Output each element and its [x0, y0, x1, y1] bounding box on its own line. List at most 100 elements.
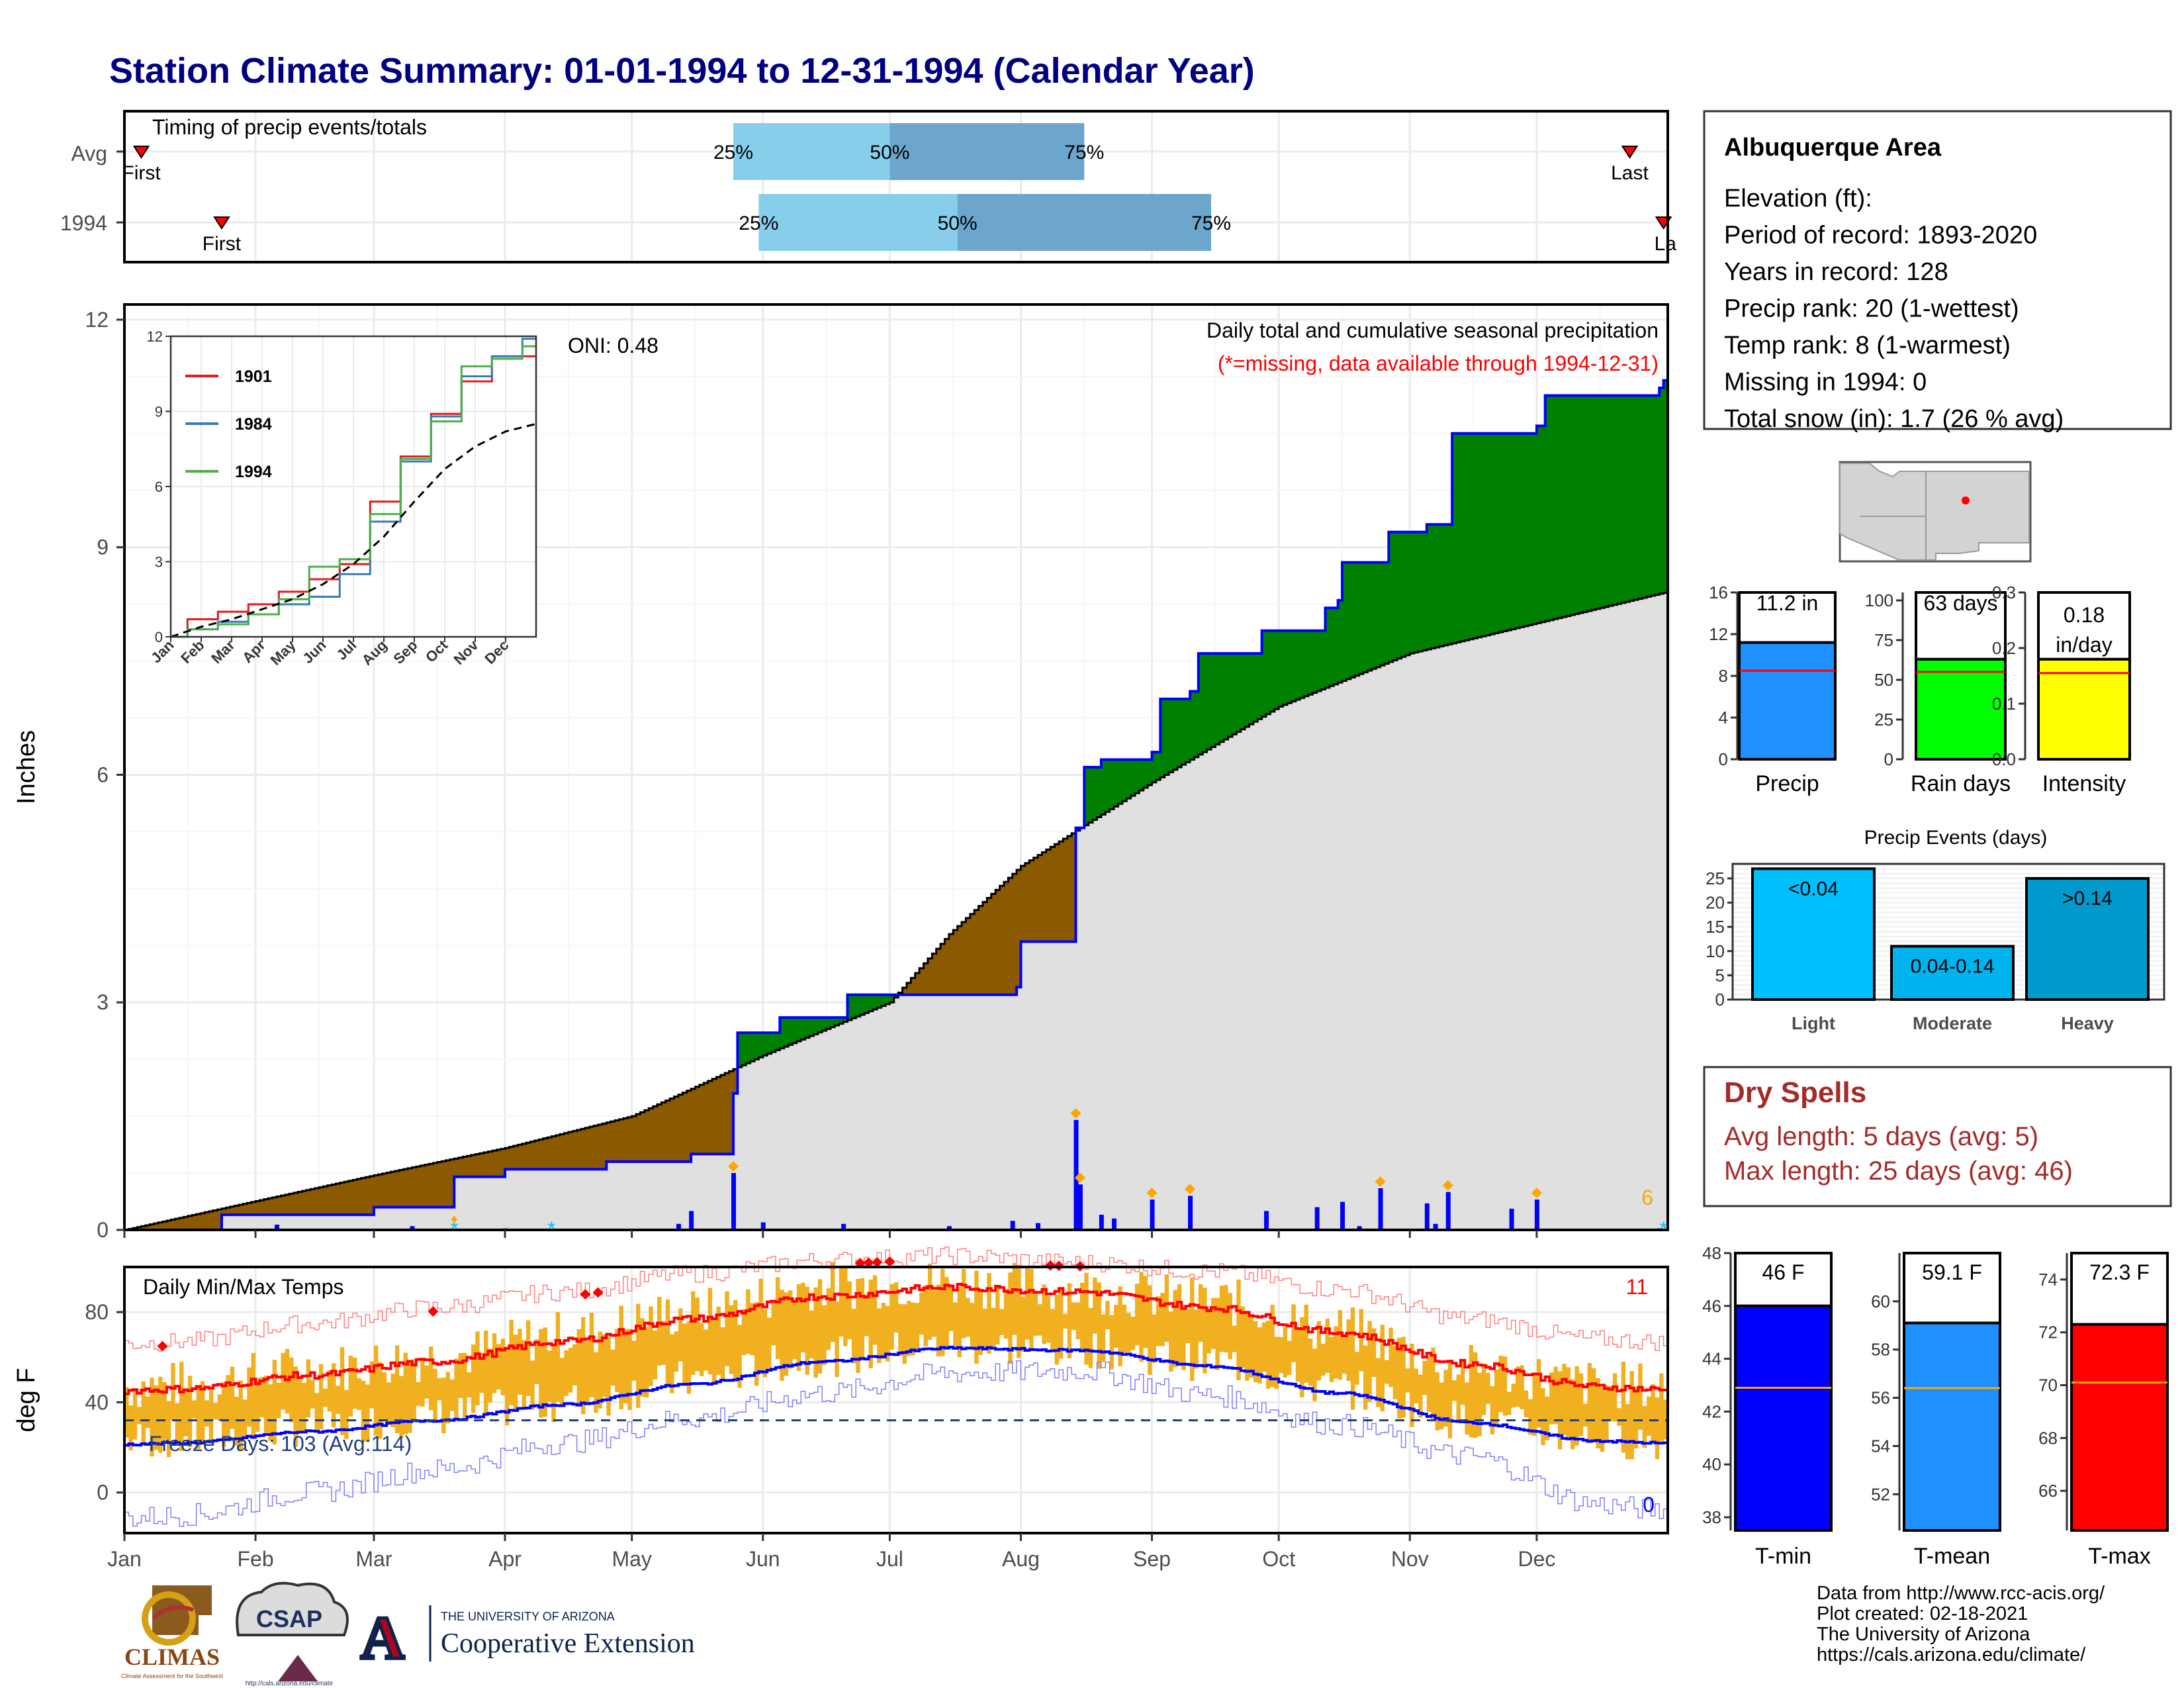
inset-legend-label: 1901 [235, 367, 272, 386]
summary-ytick-label: 4 [1719, 708, 1728, 727]
precip-ytick-label: 0 [97, 1218, 109, 1242]
temp-value-label: 46 F [1762, 1260, 1804, 1284]
temp-bar-t-min: 38 40 42 44 46 48 46 F T-min [1702, 1243, 1833, 1569]
last-label: Last [1611, 162, 1649, 184]
precip-ytick-label: 6 [97, 763, 109, 786]
climas-logo: CLIMAS Climate Assessment for the Southw… [121, 1585, 224, 1679]
avg-min-line [124, 1345, 1668, 1447]
orange-count: 6 [1641, 1186, 1653, 1209]
summary-bar-headroom [1915, 591, 2007, 661]
observed-cumulative-line [124, 379, 1668, 1231]
summary-bar-precip: 0 4 8 12 16 11.2 in Precip [1709, 583, 1837, 796]
events-ytick-label: 10 [1706, 941, 1725, 961]
daily-precip-bar [1150, 1199, 1155, 1230]
summary-ytick-label: 12 [1709, 624, 1728, 644]
ua-letter: A [361, 1604, 404, 1671]
temp-title: Daily Min/Max Temps [143, 1275, 343, 1299]
map-states-shape [1839, 463, 2030, 561]
month-label: Aug [1002, 1547, 1040, 1571]
summary-bar-headroom [1738, 591, 1837, 644]
event-bar-label: Light [1792, 1013, 1835, 1033]
summary-bar-label: Intensity [2042, 771, 2126, 796]
station-info-line: Elevation (ft): [1724, 185, 1872, 212]
temp-y-label: deg F [13, 1368, 40, 1432]
station-box: Albuquerque Area Elevation (ft): Period o… [1703, 110, 2172, 433]
month-label: May [612, 1547, 651, 1571]
daily-precip-bar [841, 1223, 846, 1230]
event-bar-light [1751, 867, 1876, 1001]
temp-bar-t-mean: 52 54 56 58 60 59.1 F T-mean [1871, 1252, 2001, 1569]
heavy-event-marker [1531, 1188, 1542, 1199]
footer-line: Plot created: 02-18-2021 [1817, 1603, 2028, 1624]
timing-bar-low [758, 194, 958, 251]
heavy-event-marker [1074, 1172, 1085, 1184]
temp-bar-ytick-label: 56 [1871, 1388, 1890, 1408]
temp-panel: Jan Feb Mar Apr May Jun Jul Aug Sep Oct Nov Dec 0 40 8… [13, 1246, 1669, 1571]
temp-ytick-label: 80 [85, 1300, 109, 1324]
timing-bar-low [733, 123, 890, 180]
temp-axes: Jan Feb Mar Apr May Jun Jul Aug Sep Oct Nov Dec 0 40 8… [85, 1300, 1555, 1571]
precip-ytick-label: 3 [97, 990, 109, 1014]
summary-ytick-label: 0.1 [1992, 694, 2016, 714]
normal-cumulative-line [124, 591, 1668, 1231]
summary-ytick-label: 100 [1865, 590, 1893, 610]
timing-row-label-year: 1994 [60, 211, 107, 235]
summary-ytick-label: 16 [1709, 583, 1728, 602]
dry-spells-box: Dry Spells Avg length: 5 days (avg: 5) M… [1703, 1066, 2172, 1207]
temp-value-label: 59.1 F [1922, 1260, 1982, 1284]
station-info-line: Temp rank: 8 (1-warmest) [1724, 332, 2011, 359]
timing-bar-high [957, 194, 1211, 251]
record-min-line [124, 1360, 1668, 1527]
summary-ytick-label: 0 [1719, 749, 1728, 769]
dry-spells-title: Dry Spells [1724, 1076, 1866, 1109]
temp-bar-label: T-min [1755, 1544, 1811, 1569]
summary-bar-label: Precip [1755, 771, 1819, 796]
month-label: Feb [237, 1547, 273, 1571]
summary-value-label: 11.2 in [1756, 591, 1819, 615]
inset-ytick-label: 12 [147, 328, 163, 345]
below-normal-area [128, 833, 1076, 1230]
events-ytick-label: 20 [1706, 893, 1725, 913]
csap-wordmark: CSAP [256, 1605, 322, 1632]
summary-bar [1738, 641, 1837, 761]
event-range-label: >0.14 [2062, 888, 2113, 910]
inset-series-line [171, 345, 536, 638]
csap-logo: CSAP http://cals.arizona.edu/climate [236, 1581, 349, 1687]
inset-ytick-label: 6 [155, 479, 163, 495]
oni-label: ONI: 0.48 [568, 334, 659, 357]
summary-bar-rain-days: 0 25 50 75 100 63 days Rain days [1865, 590, 2011, 796]
temp-bar-ytick-label: 52 [1871, 1484, 1890, 1504]
precip-events-title: Precip Events (days) [1864, 827, 2048, 849]
precip-y-label: Inches [13, 730, 40, 804]
summary-bar [1915, 657, 2007, 761]
temp-bar-ytick-label: 44 [1702, 1349, 1721, 1369]
events-ytick-label: 5 [1715, 965, 1725, 985]
temp-bar-ytick-label: 54 [1871, 1436, 1890, 1456]
precip-events: Precip Events (days) 0 5 10 15 20 25 <0.04 Ligh… [1706, 827, 2165, 1033]
events-ytick-label: 0 [1715, 990, 1725, 1009]
daily-precip-bar [1264, 1211, 1269, 1230]
missing-note: (*=missing, data available through 1994-… [1218, 352, 1659, 375]
station-info-line: Years in record: 128 [1724, 258, 1948, 286]
daily-precip-bar [1445, 1192, 1451, 1230]
temp-bar-ytick-label: 40 [1702, 1454, 1721, 1474]
timing-title: Timing of precip events/totals [152, 115, 427, 139]
inset-legend: 1901 1984 1994 [185, 367, 272, 481]
events-chart: 0 5 10 15 20 25 <0.04 Light 0.04-0.14 Moderate >0.… [1706, 863, 2165, 1033]
temp-bar-ytick-label: 42 [1702, 1401, 1721, 1421]
event-range-label: <0.04 [1788, 878, 1839, 900]
month-label: Sep [1133, 1547, 1171, 1571]
temp-bar-headroom [1734, 1252, 1833, 1307]
summary-ytick-label: 50 [1874, 670, 1893, 690]
heavy-event-marker [1185, 1184, 1196, 1195]
temp-bar [2070, 1323, 2169, 1532]
hot-count: 11 [1626, 1275, 1648, 1299]
daily-precip-bar [731, 1173, 737, 1230]
station-location-dot [1962, 496, 1970, 504]
summary-ytick-label: 0 [1884, 749, 1893, 769]
record-high-marker [428, 1306, 439, 1317]
event-range-label: 0.04-0.14 [1911, 955, 1995, 977]
record-high-marker [157, 1340, 168, 1352]
month-label: Jul [876, 1547, 903, 1571]
